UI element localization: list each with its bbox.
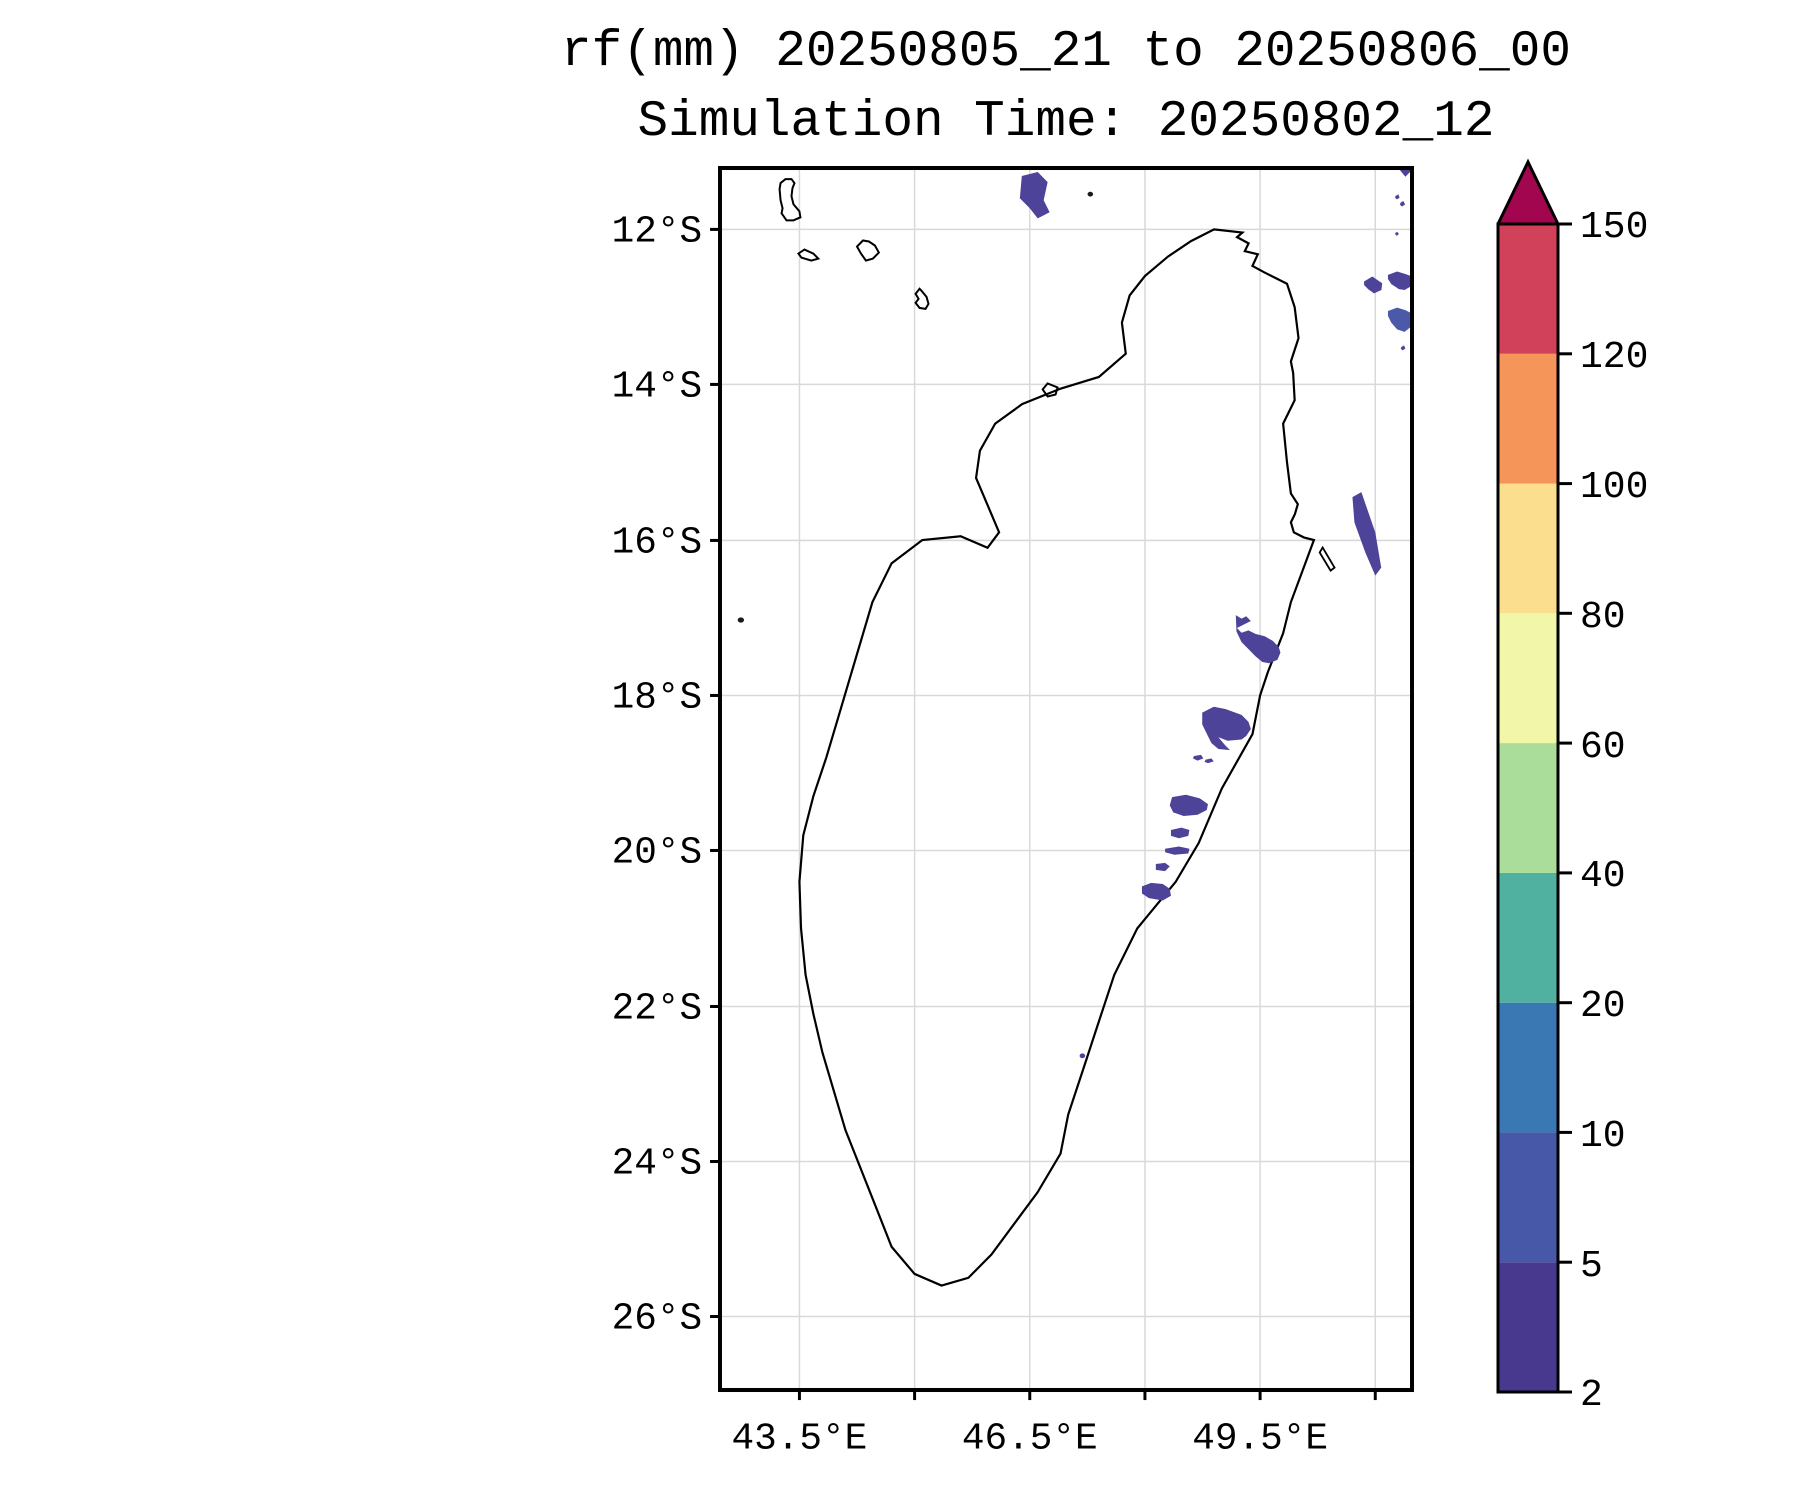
svg-text:40: 40 (1580, 855, 1626, 898)
svg-text:10: 10 (1580, 1115, 1626, 1158)
svg-text:14°S: 14°S (612, 365, 703, 408)
svg-text:150: 150 (1580, 206, 1648, 249)
svg-text:18°S: 18°S (612, 676, 703, 719)
svg-text:20: 20 (1580, 985, 1626, 1028)
svg-text:20°S: 20°S (612, 831, 703, 874)
svg-text:49.5°E: 49.5°E (1192, 1417, 1328, 1460)
svg-text:22°S: 22°S (612, 987, 703, 1030)
svg-text:2: 2 (1580, 1374, 1603, 1417)
svg-text:12°S: 12°S (612, 210, 703, 253)
svg-text:120: 120 (1580, 336, 1648, 379)
svg-text:60: 60 (1580, 726, 1626, 769)
svg-text:43.5°E: 43.5°E (732, 1417, 868, 1460)
svg-text:16°S: 16°S (612, 521, 703, 564)
svg-text:100: 100 (1580, 466, 1648, 509)
svg-text:80: 80 (1580, 596, 1626, 639)
svg-text:46.5°E: 46.5°E (962, 1417, 1098, 1460)
svg-text:26°S: 26°S (612, 1297, 703, 1340)
svg-text:24°S: 24°S (612, 1142, 703, 1185)
svg-text:5: 5 (1580, 1245, 1603, 1288)
